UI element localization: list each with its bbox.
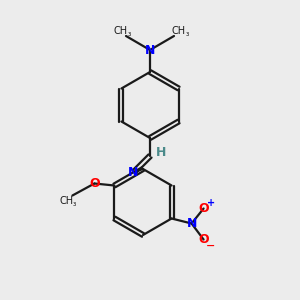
Text: H: H (156, 146, 166, 160)
Text: O: O (198, 202, 209, 215)
Text: CH: CH (114, 26, 128, 36)
Text: N: N (145, 44, 155, 56)
Text: −: − (206, 241, 215, 250)
Text: ₃: ₃ (128, 29, 130, 38)
Text: N: N (186, 217, 197, 230)
Text: O: O (89, 177, 100, 190)
Text: ₃: ₃ (185, 29, 189, 38)
Text: +: + (206, 197, 214, 208)
Text: CH: CH (172, 26, 186, 36)
Text: O: O (198, 233, 209, 246)
Text: N: N (128, 166, 138, 178)
Text: CH: CH (59, 196, 74, 206)
Text: ₃: ₃ (73, 199, 76, 208)
